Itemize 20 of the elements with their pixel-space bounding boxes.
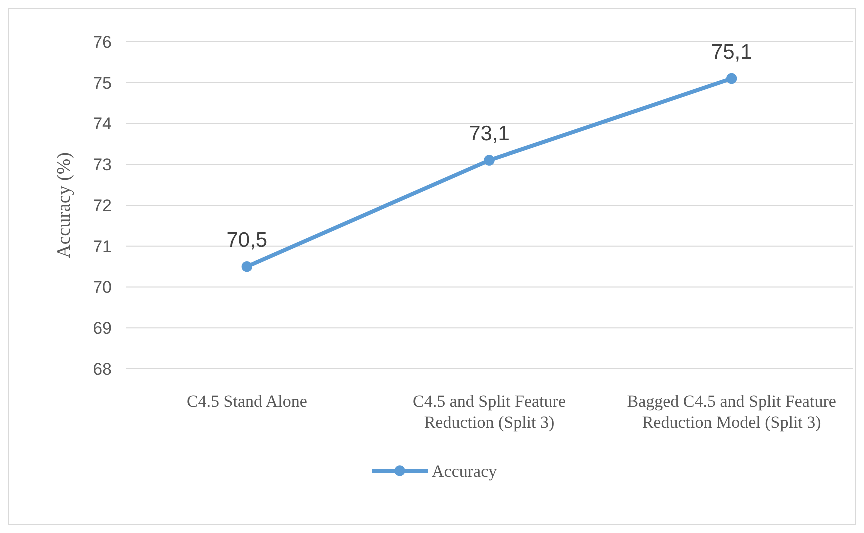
point: [484, 155, 495, 166]
y-tick-label: 71: [93, 237, 112, 256]
point: [726, 73, 738, 84]
y-tick-label: 68: [93, 360, 112, 379]
data-label: 75,1: [711, 40, 752, 64]
y-tick-label: 70: [93, 278, 112, 298]
y-tick-label: 69: [93, 319, 112, 338]
y-tick-label: 73: [93, 156, 112, 175]
y-tick-label: 72: [93, 196, 112, 216]
legend-label: Accuracy: [432, 462, 498, 481]
y-tick-label: 74: [93, 114, 112, 134]
point: [242, 261, 253, 272]
data-label: 73,1: [469, 122, 510, 146]
y-axis-title: Accuracy (%): [54, 152, 75, 259]
x-tick-label: C4.5 and Split Feature Reduction (Split 3): [413, 392, 566, 432]
y-tick-label: 75: [93, 74, 112, 93]
data-label: 70,5: [226, 228, 268, 252]
y-tick-label: 76: [93, 32, 112, 52]
x-tick-label: C4.5 Stand Alone: [186, 392, 308, 411]
x-tick-label: Bagged C4.5 and Split Feature Reduction Model (Split 3): [627, 392, 836, 432]
